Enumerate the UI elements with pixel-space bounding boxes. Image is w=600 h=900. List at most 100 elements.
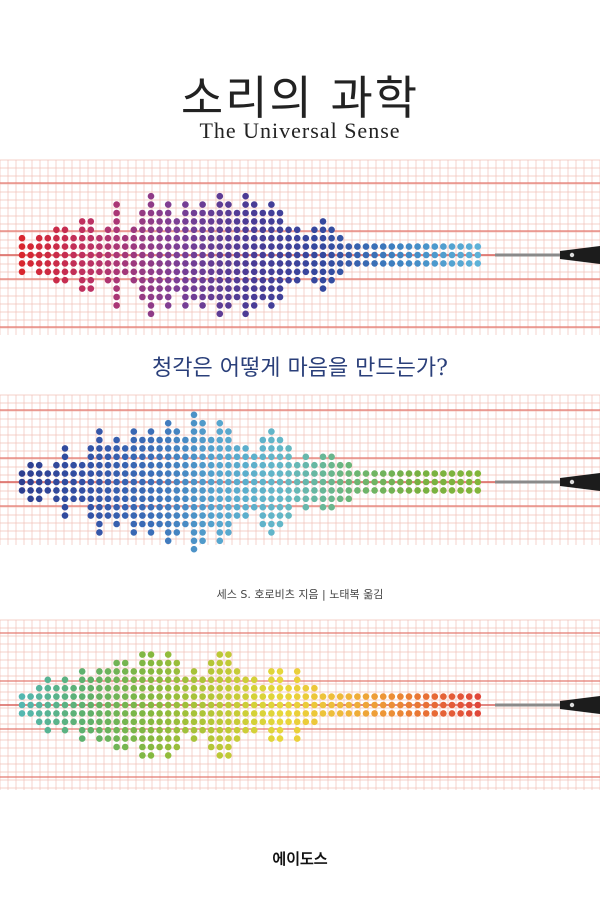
- dot: [440, 260, 447, 267]
- dot: [259, 693, 267, 700]
- dot: [207, 260, 215, 267]
- dot: [164, 710, 172, 717]
- dot: [474, 487, 482, 494]
- dot: [113, 293, 120, 301]
- dot: [242, 192, 249, 200]
- dot: [147, 436, 155, 444]
- dot: [104, 726, 112, 734]
- dot: [27, 251, 34, 259]
- dot: [276, 234, 284, 242]
- dot: [225, 260, 232, 267]
- dot: [216, 445, 224, 452]
- dot: [233, 735, 241, 742]
- dot: [199, 520, 206, 528]
- dot: [225, 293, 232, 301]
- dot: [113, 710, 120, 717]
- dot: [216, 487, 224, 494]
- dot: [293, 676, 301, 684]
- dot: [53, 684, 60, 692]
- dot: [78, 710, 86, 717]
- dot: [397, 243, 404, 250]
- dot: [311, 243, 318, 250]
- dot: [268, 718, 275, 726]
- dot: [311, 478, 318, 486]
- dot: [233, 268, 241, 276]
- dot: [216, 701, 224, 709]
- dot: [250, 478, 258, 486]
- dot: [216, 234, 224, 242]
- dot: [354, 701, 361, 709]
- dot: [345, 470, 353, 477]
- dot: [302, 470, 310, 477]
- dot: [104, 487, 112, 494]
- dot: [345, 487, 353, 494]
- dot: [121, 676, 129, 684]
- dot: [53, 701, 60, 709]
- dot: [414, 478, 421, 486]
- dot: [422, 701, 430, 709]
- dot: [199, 234, 206, 242]
- dot: [87, 512, 95, 519]
- dot: [147, 752, 155, 759]
- dot: [164, 495, 172, 503]
- dot: [465, 693, 473, 700]
- dot: [328, 276, 335, 284]
- dot: [44, 701, 52, 709]
- dot: [216, 710, 224, 717]
- dot: [173, 668, 181, 675]
- dot: [164, 693, 172, 700]
- dot: [53, 718, 60, 726]
- dot: [285, 693, 292, 700]
- dot: [328, 268, 335, 276]
- dot: [285, 478, 292, 486]
- dot: [285, 445, 292, 452]
- dot: [216, 419, 224, 427]
- dot: [130, 470, 138, 477]
- dot: [190, 268, 198, 276]
- dot: [139, 752, 146, 759]
- dot: [156, 693, 163, 700]
- dot: [431, 701, 439, 709]
- dot: [259, 218, 267, 225]
- dot: [457, 260, 464, 267]
- dot: [285, 268, 292, 276]
- dot: [147, 234, 155, 242]
- dot: [319, 453, 327, 461]
- dot: [311, 461, 318, 469]
- dot: [354, 478, 361, 486]
- dot: [182, 276, 189, 284]
- dot: [431, 470, 439, 477]
- dot: [53, 461, 60, 469]
- dot: [147, 495, 155, 503]
- dot: [147, 445, 155, 452]
- dot: [147, 285, 155, 292]
- dot: [276, 436, 284, 444]
- dot: [104, 668, 112, 675]
- dot: [225, 226, 232, 234]
- dot: [156, 684, 163, 692]
- dot: [164, 718, 172, 726]
- dot: [147, 251, 155, 259]
- dot: [18, 243, 26, 250]
- dot: [147, 192, 155, 200]
- dot: [336, 234, 344, 242]
- dot: [276, 260, 284, 267]
- dot: [319, 243, 327, 250]
- dot: [388, 251, 396, 259]
- dot: [259, 445, 267, 452]
- dot: [190, 478, 198, 486]
- dot: [70, 693, 77, 700]
- dot: [225, 726, 232, 734]
- dot: [182, 209, 189, 217]
- dot: [190, 503, 198, 511]
- dot: [216, 436, 224, 444]
- dot: [268, 735, 275, 742]
- dot: [293, 701, 301, 709]
- dot: [328, 470, 335, 477]
- dot: [336, 701, 344, 709]
- dot: [87, 470, 95, 477]
- dot: [27, 470, 34, 477]
- dot: [61, 461, 69, 469]
- dot: [190, 445, 198, 452]
